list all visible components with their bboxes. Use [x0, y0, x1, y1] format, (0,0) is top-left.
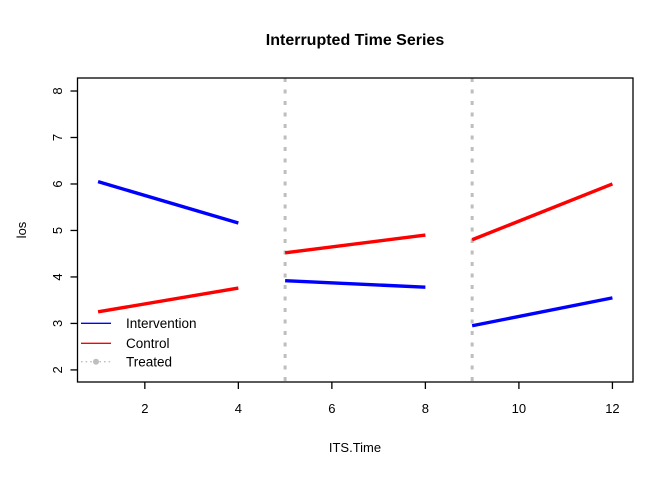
chart-title: Interrupted Time Series — [266, 32, 445, 49]
x-tick-label: 6 — [328, 401, 335, 416]
legend-marker-treated — [93, 358, 99, 365]
legend-group: Intervention Control Treated — [81, 316, 197, 369]
series-line-intervention — [471, 296, 613, 328]
treated-vlines-group — [283, 78, 474, 382]
y-tick-label: 8 — [50, 87, 65, 94]
axis-ticks-group: 2 4 6 8 10 12 2 3 4 5 6 7 8 — [50, 87, 620, 416]
x-tick-label: 8 — [422, 401, 429, 416]
y-tick-label: 4 — [50, 273, 65, 280]
series-lines-group — [97, 180, 614, 328]
x-axis-label: ITS.Time — [329, 440, 381, 455]
y-tick-label: 7 — [50, 134, 65, 141]
x-tick-label: 10 — [512, 401, 526, 416]
y-tick-label: 2 — [50, 366, 65, 373]
y-tick-label: 5 — [50, 227, 65, 234]
legend-label-control: Control — [126, 336, 170, 351]
series-line-control — [471, 182, 614, 242]
x-tick-label: 4 — [235, 401, 242, 416]
x-tick-label: 12 — [605, 401, 619, 416]
legend-label-intervention: Intervention — [126, 316, 197, 331]
series-line-intervention — [285, 278, 426, 289]
series-line-intervention — [97, 180, 239, 225]
y-tick-label: 3 — [50, 320, 65, 327]
legend-label-treated: Treated — [126, 354, 172, 369]
y-tick-label: 6 — [50, 180, 65, 187]
y-axis-label: los — [14, 221, 29, 238]
x-tick-label: 2 — [141, 401, 148, 416]
series-line-control — [284, 233, 426, 255]
series-line-control — [97, 286, 239, 314]
